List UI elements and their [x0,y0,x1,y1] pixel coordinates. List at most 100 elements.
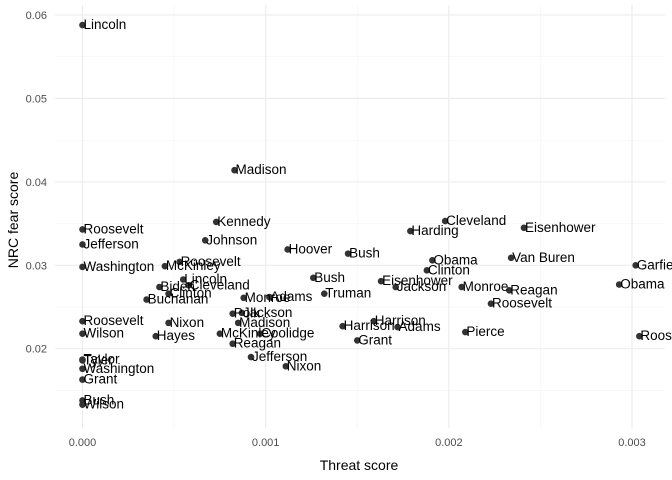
data-point [152,332,160,340]
point-label: Grant [358,332,392,347]
data-point [79,401,86,408]
data-point [156,283,163,291]
point-label: Roosevelt [640,328,672,343]
data-point [429,257,436,264]
point-label: Monroe [463,279,509,294]
point-label: Cleveland [190,277,250,292]
point-label: Bush [83,392,114,407]
point-label: Adams [399,319,441,334]
point-label: Hoover [289,241,333,256]
point-label: Nixon [287,358,322,373]
data-point [79,376,86,383]
point-label: Eisenhower [525,220,596,235]
data-point [143,296,150,303]
point-label: Lincoln [184,271,227,286]
x-tick-label: 0.003 [618,437,646,449]
data-point [339,322,346,330]
data-point [79,365,86,373]
point-label: Polk [234,306,261,321]
point-label: Jefferson [83,236,138,251]
point-label: Buchanan [148,292,209,307]
point-label: Reagan [234,336,281,351]
data-point [79,241,86,248]
data-point [79,317,86,325]
point-label: Clinton [170,286,212,301]
point-label: Lincoln [83,17,126,32]
data-point [462,328,469,336]
point-label: Jackson [243,305,293,320]
point-label: Wilson [83,397,124,412]
data-point [487,300,495,307]
data-point [229,340,236,348]
data-points [79,21,643,408]
data-point [79,226,86,233]
data-point [165,290,172,297]
data-point [392,283,400,291]
data-point [240,294,247,302]
data-point [229,310,236,317]
data-point [161,262,169,270]
data-point [520,224,528,232]
point-label: Adams [270,289,312,304]
x-tick-label: 0.002 [435,437,463,449]
point-label: Pierce [466,324,504,339]
point-label: Grant [83,372,117,387]
point-label: Washington [83,259,154,274]
point-label: Harrison [375,313,426,328]
y-tick-label: 0.03 [26,260,47,272]
y-tick-label: 0.05 [26,93,47,105]
point-label: Roosevelt [83,313,143,328]
data-point [370,317,378,325]
point-label: Roosevelt [181,254,241,269]
point-label: Tyler [83,352,113,367]
point-label: Bush [314,270,345,285]
data-point [79,21,86,29]
x-axis-title: Threat score [320,457,399,473]
data-point [256,330,264,338]
point-label: Obama [620,276,665,291]
point-labels: LincolnRooseveltJeffersonWashingtonRoose… [83,17,672,412]
data-point [234,319,242,327]
data-point [423,267,431,274]
x-axis-ticks: 0.000 0.001 0.002 0.003 [69,437,646,449]
data-point [441,217,449,225]
y-axis-ticks: 0.02 0.03 0.04 0.05 0.06 [26,10,47,356]
data-point [165,319,172,327]
data-point [79,357,86,364]
point-label: Nixon [170,315,205,330]
point-label: Bush [349,246,380,261]
major-gridlines [55,5,665,428]
data-point [282,362,290,370]
data-point [238,309,246,317]
y-axis-title: NRC fear score [5,172,21,269]
point-label: Wilson [83,326,124,341]
data-point [505,287,513,294]
data-point [79,263,86,271]
point-label: Cleveland [446,213,506,228]
point-label: Hayes [157,328,196,343]
point-label: Monroe [245,290,291,305]
data-point [320,290,328,297]
data-point [407,227,414,235]
data-point [507,254,515,262]
y-tick-label: 0.02 [26,344,47,356]
data-point [615,281,623,288]
data-point [212,218,220,226]
data-point [309,274,317,282]
data-point [176,258,183,266]
point-label: Washington [83,361,154,376]
point-label: Van Buren [512,250,575,265]
y-tick-label: 0.04 [26,177,47,189]
point-label: Harding [411,223,458,238]
data-point [79,330,86,338]
point-label: Harrison [344,318,395,333]
point-label: Obama [433,252,478,267]
point-label: Garfield [637,257,672,272]
point-label: Roosevelt [83,221,143,236]
y-tick-label: 0.06 [26,10,47,22]
data-point [458,283,465,291]
point-label: Johnson [206,232,257,247]
point-label: Taylor [83,352,120,367]
point-label: McKinley [166,258,221,273]
